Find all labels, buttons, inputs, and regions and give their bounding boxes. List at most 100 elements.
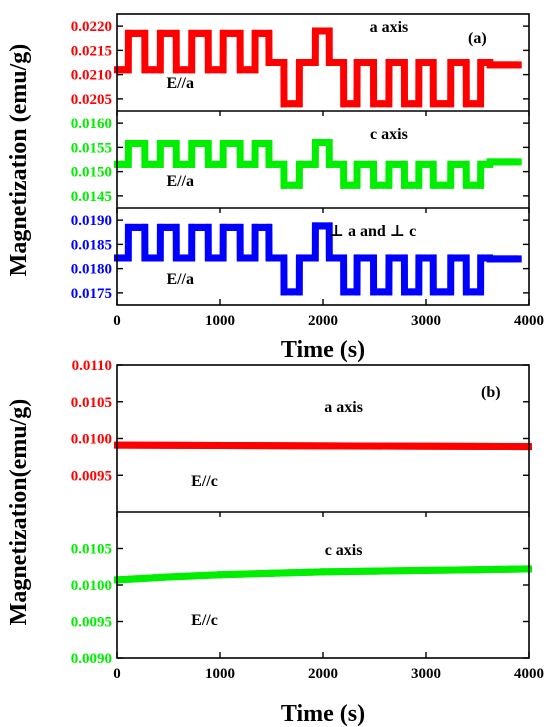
data-point [430,59,437,66]
data-point [146,574,153,582]
data-point [519,565,526,573]
data-point [423,160,430,168]
data-point [188,223,195,231]
data-point [436,288,443,296]
data-point [390,442,397,450]
data-point [252,160,259,168]
field-direction-label: E//a [166,173,194,190]
data-point [292,442,299,450]
data-point [477,181,484,189]
data-point [415,288,422,296]
data-point [273,59,280,66]
data-point [316,442,323,450]
data-point [447,59,454,66]
data-point [265,223,272,231]
data-point [477,254,484,262]
data-point [288,100,295,108]
data-point [489,442,496,450]
data-point [430,254,437,262]
y-tick-label: 0.0190 [71,213,112,229]
data-point [162,223,169,231]
data-point [340,100,347,108]
data-point [212,254,219,262]
data-point [482,442,489,450]
y-tick-label: 0.0205 [71,92,112,108]
panel-a-subplot-c-axis: 0.0145 0.0150 0.0155 0.0160 c axis E//a [71,116,529,205]
data-point [506,565,513,573]
panel-a-label: (a) [468,30,487,47]
data-point [359,59,366,66]
data-point [280,442,287,450]
data-point [304,442,311,450]
data-point [231,29,238,37]
data-point [138,441,145,449]
data-point [353,100,360,108]
data-point [266,254,273,262]
data-point [125,223,132,231]
data-point [370,100,377,108]
data-point [210,571,217,579]
data-point [280,181,287,189]
data-point [205,160,212,168]
data-point [259,29,266,37]
data-point [312,254,319,262]
data-point [212,160,219,168]
data-point [286,442,293,450]
data-point [320,568,326,576]
data-point [125,66,132,74]
data-point [323,442,330,450]
data-point [401,288,408,296]
data-point [300,568,307,576]
data-point [181,441,188,449]
field-direction-label: E//a [166,271,194,288]
data-point [509,61,516,69]
data-point [205,139,212,147]
data-point [119,66,126,74]
data-point [345,567,352,575]
data-point [296,100,303,108]
data-point [205,223,212,231]
data-point [326,568,333,576]
panel-b-y-axis-title: Magnetization(emu/g) [6,399,32,626]
y-tick-label: 0.0100 [71,578,112,594]
data-point [371,567,378,575]
data-point [415,442,422,450]
data-point [157,441,164,449]
data-point [408,288,415,296]
x-tick-label: 0 [113,313,121,329]
data-point [423,254,430,262]
data-point [359,160,366,168]
data-point [326,59,333,66]
data-point [446,442,453,450]
data-point [199,139,206,147]
data-point [358,567,365,575]
data-point [439,442,446,450]
data-point [427,442,434,450]
data-point [408,100,415,108]
data-point [332,568,339,576]
data-point [447,100,454,108]
x-tick-label: 4000 [514,666,544,682]
data-point [141,223,148,231]
data-point [206,441,213,449]
data-point [492,61,499,69]
data-point [296,59,303,66]
data-point [120,576,127,584]
data-point [307,568,314,576]
data-point [423,566,429,574]
data-point [504,61,511,69]
data-point [455,254,462,262]
data-point [463,100,470,108]
data-point [452,442,459,450]
data-point [477,288,484,296]
data-point [141,160,148,168]
data-point [288,288,295,296]
data-point [385,288,392,296]
data-point [200,441,207,449]
data-point [415,160,422,168]
data-point [273,254,280,262]
data-point [430,100,437,108]
data-point [436,181,443,189]
data-point [487,565,494,573]
data-point [252,66,259,74]
